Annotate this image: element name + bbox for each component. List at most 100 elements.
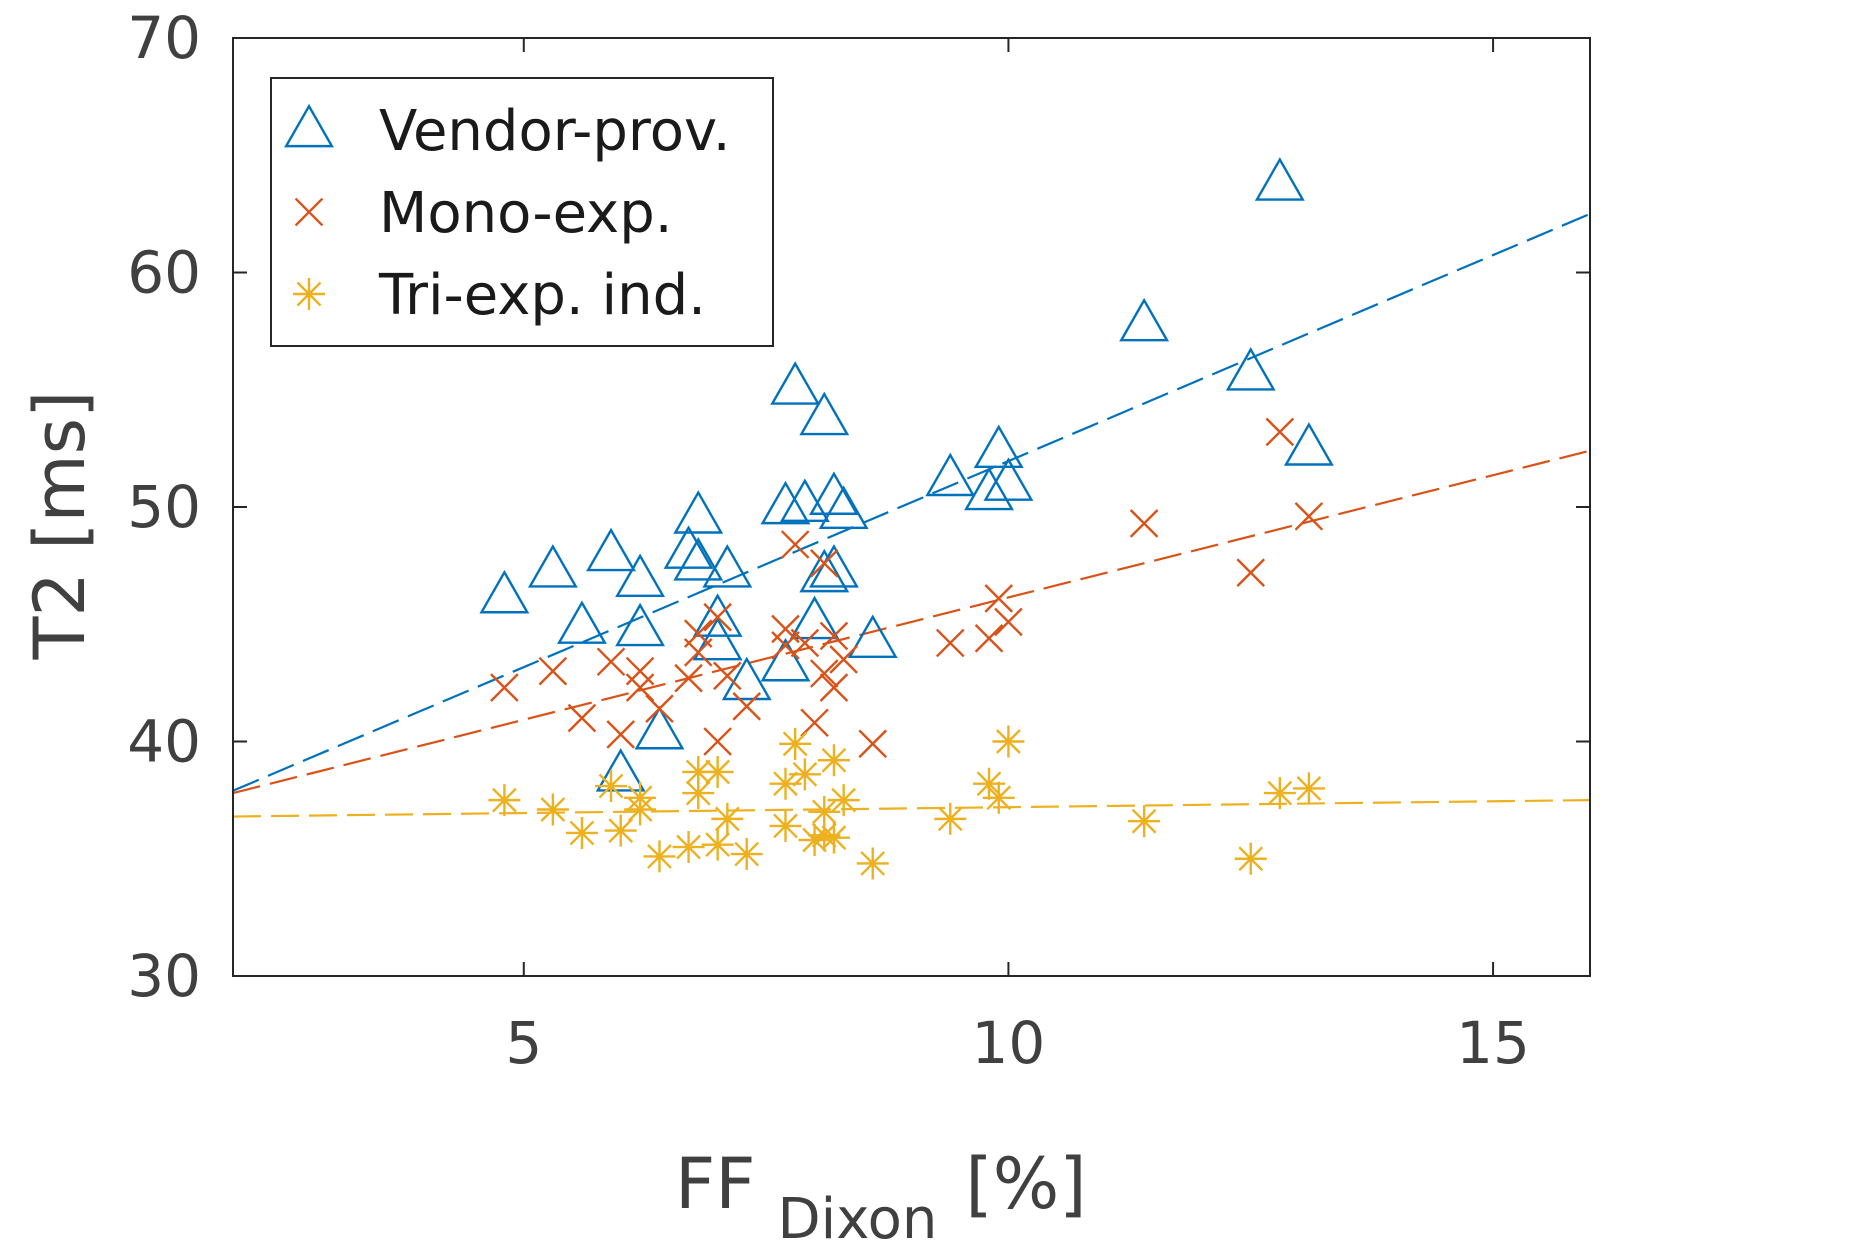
point-vendor-prov xyxy=(925,452,976,497)
legend-box xyxy=(270,77,774,347)
point-mono-exp xyxy=(567,703,597,733)
point-mono-exp xyxy=(490,673,519,702)
point-mono-exp xyxy=(829,645,858,674)
asterisk-marker-shape xyxy=(730,838,763,871)
legend-marker xyxy=(284,103,334,148)
asterisk-marker-shape xyxy=(701,755,734,788)
asterisk-marker-shape xyxy=(1292,772,1325,805)
x-marker-shape xyxy=(538,656,568,686)
triangle-marker-shape xyxy=(925,452,976,497)
point-tri-exp-ind xyxy=(798,823,831,856)
triangle-marker-shape xyxy=(1283,422,1334,466)
x-marker-shape xyxy=(683,638,713,667)
x-tick-label: 10 xyxy=(972,1009,1046,1077)
x-marker-shape xyxy=(780,530,810,559)
triangle-marker-shape xyxy=(1119,297,1170,342)
point-mono-exp xyxy=(606,720,636,749)
x-axis-label-subscript: Dixon xyxy=(778,1187,938,1252)
x-marker-shape xyxy=(819,673,849,702)
point-vendor-prov xyxy=(760,637,811,682)
x-marker-shape xyxy=(858,729,888,759)
point-vendor-prov xyxy=(779,478,830,522)
point-vendor-prov xyxy=(760,480,811,525)
asterisk-marker-shape xyxy=(934,802,967,835)
asterisk-marker-shape xyxy=(536,793,569,826)
point-mono-exp xyxy=(771,631,800,660)
x-tick-label: 5 xyxy=(505,1009,542,1077)
point-mono-exp xyxy=(1265,417,1295,447)
triangle-marker-shape xyxy=(799,548,850,593)
asterisk-marker-shape xyxy=(992,725,1025,758)
asterisk-marker-shape xyxy=(982,781,1015,814)
fit-line-mono-exp xyxy=(233,449,1590,795)
triangle-marker-shape xyxy=(1225,347,1276,391)
point-vendor-prov xyxy=(692,593,743,637)
point-tri-exp-ind xyxy=(701,828,734,861)
point-vendor-prov xyxy=(663,525,714,569)
point-tri-exp-ind xyxy=(711,802,744,835)
triangle-marker-shape xyxy=(284,103,334,148)
point-mono-exp xyxy=(703,727,732,756)
point-mono-exp xyxy=(819,621,849,651)
y-tick-label: 40 xyxy=(127,708,201,776)
y-tick-label: 60 xyxy=(127,239,201,307)
x-marker-shape xyxy=(703,727,732,756)
x-marker-shape xyxy=(819,621,849,651)
asterisk-marker-shape xyxy=(624,793,657,826)
point-tri-exp-ind xyxy=(1128,805,1161,838)
triangle-marker-shape xyxy=(702,544,753,588)
point-tri-exp-ind xyxy=(769,767,802,800)
x-marker-shape xyxy=(809,659,839,688)
point-tri-exp-ind xyxy=(488,784,521,817)
asterisk-marker-shape xyxy=(1234,842,1267,875)
legend-label: Mono-exp. xyxy=(379,181,673,246)
point-tri-exp-ind xyxy=(779,727,812,760)
asterisk-marker-shape xyxy=(1263,777,1296,810)
x-marker-shape xyxy=(1265,417,1295,447)
point-tri-exp-ind xyxy=(1263,777,1296,810)
x-marker-shape xyxy=(829,645,858,674)
point-vendor-prov xyxy=(809,471,859,515)
point-vendor-prov xyxy=(586,527,636,572)
point-mono-exp xyxy=(974,624,1004,653)
point-vendor-prov xyxy=(799,548,850,593)
point-vendor-prov xyxy=(479,569,530,614)
x-marker-shape xyxy=(567,703,597,733)
point-vendor-prov xyxy=(615,553,666,598)
asterisk-marker-shape xyxy=(643,840,676,873)
point-tri-exp-ind xyxy=(769,809,802,842)
point-tri-exp-ind xyxy=(604,814,637,847)
asterisk-marker-shape xyxy=(595,770,628,803)
x-marker-shape xyxy=(713,661,742,691)
x-axis-label: FF Dixon [%] xyxy=(675,1143,1087,1252)
point-vendor-prov xyxy=(1119,297,1170,342)
point-vendor-prov xyxy=(1254,157,1305,201)
triangle-marker-shape xyxy=(779,478,830,522)
plot-area xyxy=(233,157,1590,880)
point-tri-exp-ind xyxy=(730,838,763,871)
point-vendor-prov xyxy=(789,595,840,640)
y-axis-label: T2 [ms] xyxy=(19,391,101,661)
triangle-marker-shape xyxy=(479,569,530,614)
triangle-marker-shape xyxy=(964,466,1014,511)
point-tri-exp-ind xyxy=(992,725,1025,758)
point-tri-exp-ind xyxy=(701,755,734,788)
point-mono-exp xyxy=(538,656,568,686)
point-mono-exp xyxy=(809,548,839,578)
point-vendor-prov xyxy=(615,602,666,647)
asterisk-marker-shape xyxy=(769,809,802,842)
triangle-marker-shape xyxy=(973,424,1024,469)
asterisk-marker-shape xyxy=(788,758,821,791)
x-marker-shape xyxy=(625,656,655,686)
x-marker-shape xyxy=(771,631,800,660)
point-mono-exp xyxy=(683,638,713,667)
point-mono-exp xyxy=(858,729,888,759)
asterisk-marker-shape xyxy=(817,744,850,777)
x-marker-shape xyxy=(800,708,829,738)
point-mono-exp xyxy=(732,692,762,721)
triangle-marker-shape xyxy=(692,593,743,637)
point-vendor-prov xyxy=(634,705,685,750)
triangle-marker-shape xyxy=(556,600,607,644)
axes: 5 10 15 30 40 50 60 70 FF Dixon [%] T2 [ms] xyxy=(19,4,1591,1252)
